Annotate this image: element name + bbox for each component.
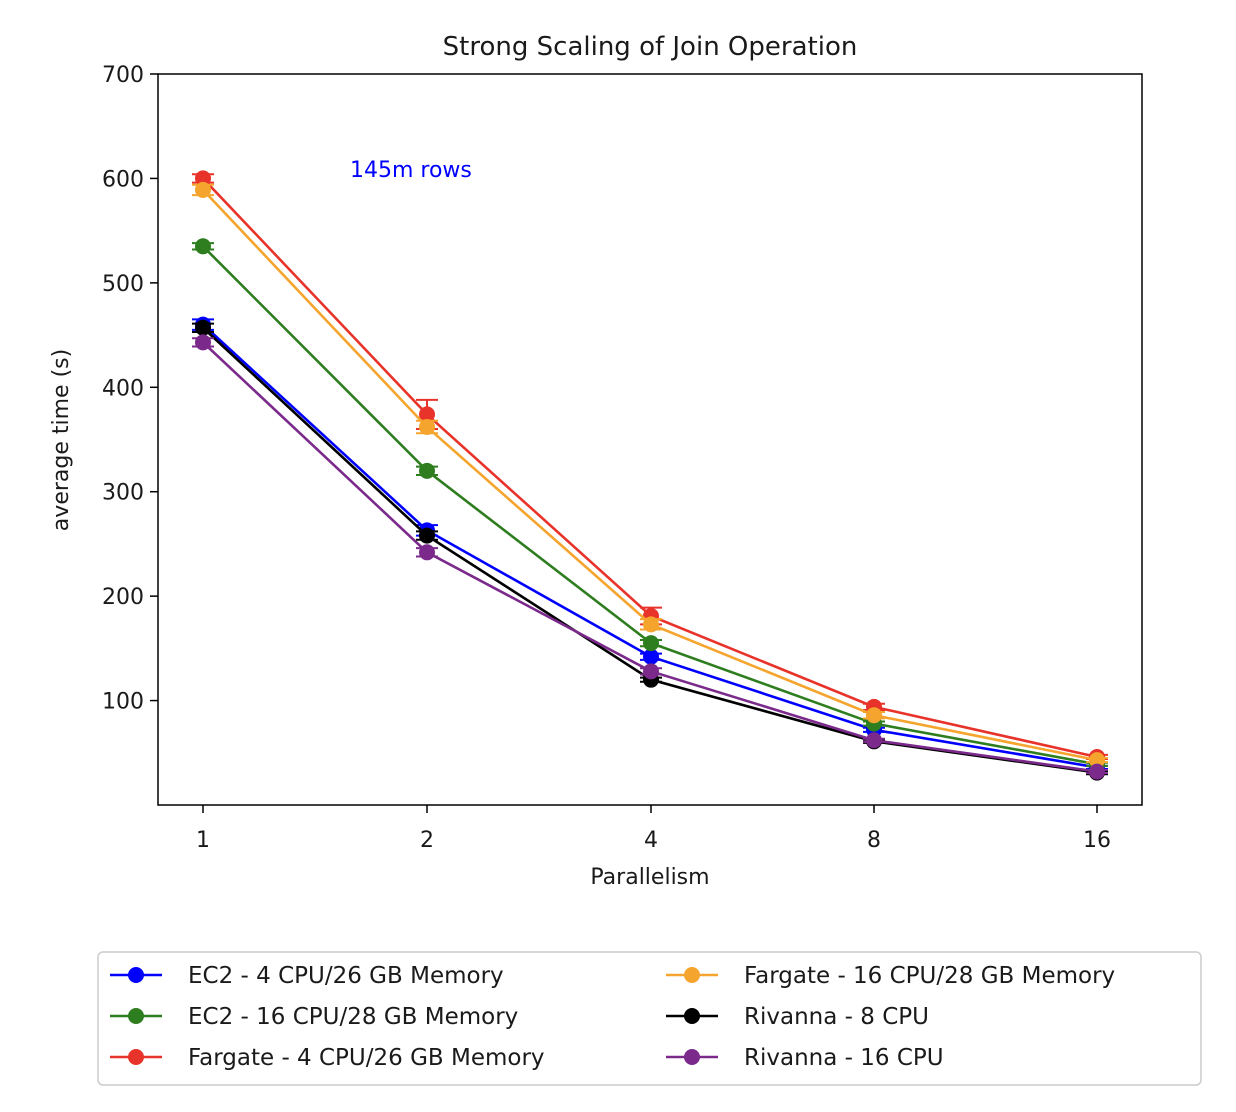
legend-marker [128,967,144,983]
data-point [866,707,882,724]
x-tick-label: 4 [644,828,658,853]
series-5 [192,334,1108,780]
legend-marker [128,1049,144,1065]
legend-box [97,951,1202,1086]
legend-marker [128,1008,144,1024]
data-point [195,181,211,198]
legend-item: EC2 - 16 CPU/28 GB Memory [110,1004,518,1030]
legend-marker [684,1008,700,1024]
data-point [195,334,211,351]
plot-area: 100 200 300 400 500 600 700 1 2 4 8 16 [102,63,1143,853]
annotation-145m-rows: 145m rows [350,158,472,183]
series-line [202,326,1098,774]
data-point [195,238,211,255]
data-point [1089,752,1105,769]
data-point [419,418,435,435]
y-axis-label: average time (s) [49,349,74,531]
legend-item: Fargate - 16 CPU/28 GB Memory [666,963,1115,989]
legend-label: Fargate - 4 CPU/26 GB Memory [188,1045,545,1071]
legend-label: Rivanna - 16 CPU [744,1045,944,1071]
y-tick-label: 200 [102,585,144,610]
y-tick-label: 300 [102,481,144,506]
data-point [195,170,211,187]
legend: EC2 - 4 CPU/26 GB Memory EC2 - 16 CPU/28 … [97,951,1202,1086]
legend-item: Fargate - 4 CPU/26 GB Memory [110,1045,545,1071]
y-tick-label: 700 [102,63,144,88]
data-point [643,635,659,652]
x-tick-label: 2 [420,828,434,853]
x-tick-label: 8 [867,828,881,853]
data-point [419,406,435,423]
x-tick-label: 16 [1083,828,1111,853]
legend-item: Rivanna - 16 CPU [666,1045,944,1071]
x-tick-label: 1 [196,828,210,853]
data-point [643,663,659,680]
legend-marker [684,967,700,983]
data-point [419,544,435,561]
series-3 [192,181,1108,769]
data-point [419,462,435,479]
plot-frame [157,73,1143,806]
series-4 [192,319,1108,781]
series-line [202,341,1098,773]
legend-label: EC2 - 4 CPU/26 GB Memory [188,963,504,989]
data-point [866,732,882,749]
y-tick-label: 500 [102,272,144,297]
chart-title: Strong Scaling of Join Operation [443,32,858,62]
x-axis-label: Parallelism [590,865,709,890]
y-tick-label: 400 [102,376,144,401]
series-2 [192,170,1108,765]
data-point [1089,763,1105,780]
legend-label: Rivanna - 8 CPU [744,1004,929,1030]
data-point [643,616,659,633]
data-point [643,648,659,665]
legend-item: EC2 - 4 CPU/26 GB Memory [110,963,504,989]
y-tick-label: 600 [102,167,144,192]
y-tick-label: 100 [102,690,144,715]
data-point [195,319,211,336]
legend-label: EC2 - 16 CPU/28 GB Memory [188,1004,518,1030]
series-line [202,323,1098,769]
series-0 [192,316,1108,776]
legend-label: Fargate - 16 CPU/28 GB Memory [744,963,1115,989]
series-1 [192,238,1108,773]
legend-marker [684,1049,700,1065]
legend-item: Rivanna - 8 CPU [666,1004,929,1030]
data-point [419,527,435,544]
